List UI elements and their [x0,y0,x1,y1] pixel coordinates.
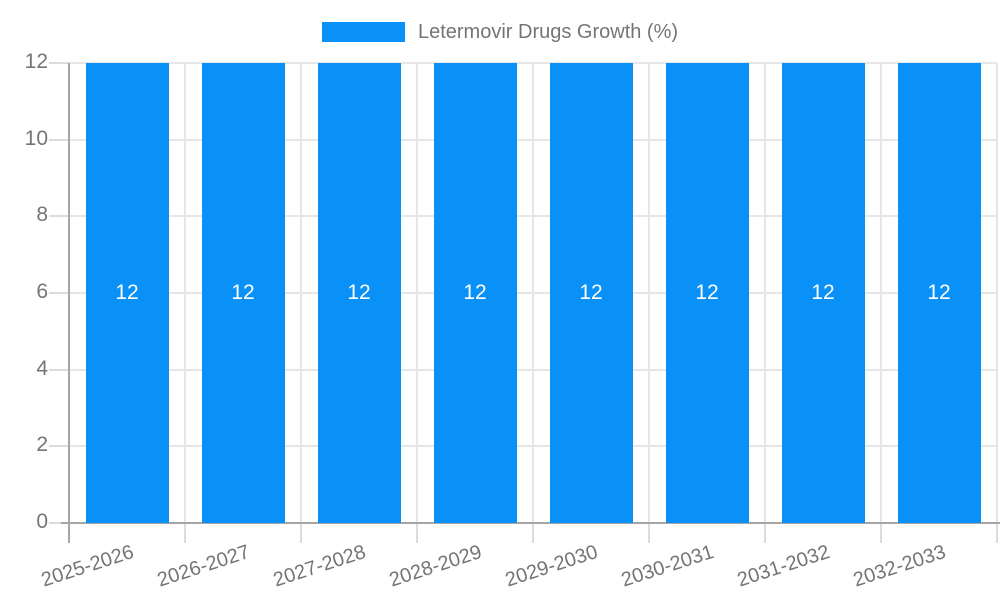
bar-value-label: 12 [927,281,951,304]
x-tick [648,523,650,543]
y-tick [49,292,69,294]
v-gridline [184,63,186,523]
v-gridline [300,63,302,523]
bar[interactable]: 12 [781,63,865,523]
x-tick [532,523,534,543]
y-tick [49,522,69,524]
bar-value-label: 12 [579,281,603,304]
y-tick-label: 12 [24,50,48,74]
v-gridline [880,63,882,523]
v-gridline [648,63,650,523]
y-tick-label: 10 [24,126,48,150]
bar[interactable]: 12 [897,63,981,523]
x-tick-label: 2028-2029 [387,541,485,592]
x-tick [300,523,302,543]
bar-value-label: 12 [463,281,487,304]
x-tick-label: 2030-2031 [619,541,717,592]
y-axis-line [68,63,70,543]
y-tick [49,445,69,448]
bar-value-label: 12 [347,281,371,304]
y-tick-label: 6 [36,280,48,304]
bar-value-label: 12 [695,281,719,304]
y-tick-label: 8 [36,203,48,227]
x-tick [996,523,998,543]
y-tick-label: 2 [36,433,48,457]
v-gridline [996,63,998,523]
bar-value-label: 12 [115,281,139,304]
plot-area: 12 12 12 12 12 12 12 12 [49,62,1000,543]
bar[interactable]: 12 [549,63,633,523]
bar-value-label: 12 [231,281,255,304]
v-gridline [532,63,534,523]
x-axis-line [61,522,1000,524]
legend-swatch [321,22,405,42]
x-tick [416,523,418,543]
bar[interactable]: 12 [201,63,285,523]
y-tick [49,138,69,141]
v-gridline [416,63,418,523]
x-tick [764,523,766,543]
y-tick [49,62,69,64]
y-tick [49,368,69,371]
bar[interactable]: 12 [317,63,401,523]
x-tick [880,523,882,543]
x-tick-label: 2027-2028 [271,541,369,592]
bar[interactable]: 12 [433,63,517,523]
bar-value-label: 12 [811,281,835,304]
x-tick-label: 2029-2030 [503,541,601,592]
y-tick-label: 4 [36,356,48,380]
v-gridline [764,63,766,523]
legend-label: Letermovir Drugs Growth (%) [417,21,679,43]
x-tick-label: 2031-2032 [735,541,833,592]
y-tick [49,215,69,218]
x-tick-label: 2025-2026 [39,541,137,592]
bar[interactable]: 12 [665,63,749,523]
x-tick-label: 2026-2027 [155,541,253,592]
y-tick-label: 0 [36,510,48,534]
x-tick-label: 2032-2033 [851,541,949,592]
bar[interactable]: 12 [85,63,169,523]
x-tick [184,523,186,543]
legend[interactable]: Letermovir Drugs Growth (%) [0,20,1000,44]
